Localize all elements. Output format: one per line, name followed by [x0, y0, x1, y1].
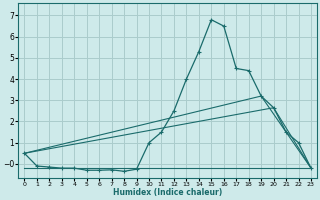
X-axis label: Humidex (Indice chaleur): Humidex (Indice chaleur): [113, 188, 222, 197]
